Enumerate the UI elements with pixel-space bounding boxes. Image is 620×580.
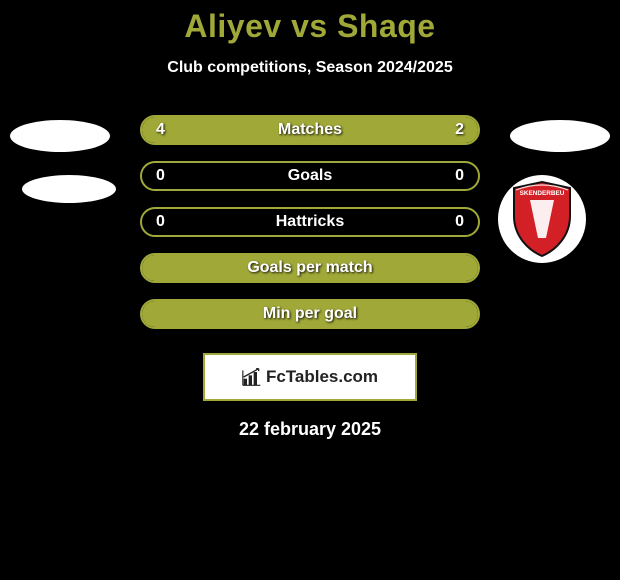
stat-row: 00Hattricks — [140, 207, 480, 237]
branding-text: FcTables.com — [266, 367, 378, 387]
stat-label: Matches — [142, 117, 478, 143]
player-left-avatar-2 — [22, 175, 116, 203]
footer-date: 22 february 2025 — [0, 419, 620, 440]
stat-row: 00Goals — [140, 161, 480, 191]
bar-chart-icon — [242, 367, 262, 387]
page-subtitle: Club competitions, Season 2024/2025 — [0, 59, 620, 77]
stat-label: Goals per match — [142, 255, 478, 281]
player-right-avatar — [510, 120, 610, 152]
stat-row: Min per goal — [140, 299, 480, 329]
stat-row: 42Matches — [140, 115, 480, 145]
stat-label: Hattricks — [142, 209, 478, 235]
club-badge-right: SKENDERBEU — [498, 175, 586, 263]
page-title: Aliyev vs Shaqe — [0, 8, 620, 45]
shield-icon: SKENDERBEU — [510, 180, 574, 258]
branding-box: FcTables.com — [203, 353, 417, 401]
stat-label: Min per goal — [142, 301, 478, 327]
stat-row: Goals per match — [140, 253, 480, 283]
stat-label: Goals — [142, 163, 478, 189]
comparison-infographic: SKENDERBEU Aliyev vs Shaqe Club competit… — [0, 0, 620, 580]
badge-text: SKENDERBEU — [520, 190, 565, 197]
player-left-avatar-1 — [10, 120, 110, 152]
